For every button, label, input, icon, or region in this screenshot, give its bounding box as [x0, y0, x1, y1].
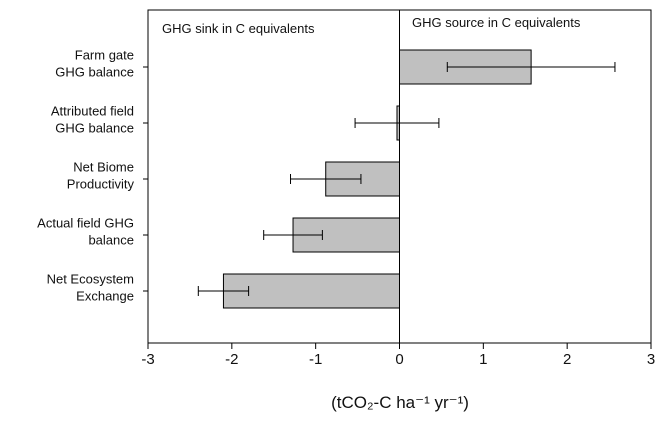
label-line: GHG balance	[55, 121, 134, 136]
label-line: Exchange	[76, 289, 134, 304]
x-tick-label: 3	[647, 351, 655, 368]
label-line: Net Ecosystem	[47, 272, 134, 287]
y-tick-label: Farm gate GHG balance	[55, 48, 134, 80]
y-tick-label: Net Biome Productivity	[67, 160, 135, 192]
x-tick-label: -1	[309, 351, 322, 368]
x-axis-label: (tCO₂-C ha⁻¹ yr⁻¹)	[331, 393, 469, 412]
annotation: GHG sink in C equivalents	[162, 21, 315, 36]
x-tick-label: -2	[225, 351, 238, 368]
label-line: Farm gate	[75, 48, 134, 63]
label-line: balance	[88, 233, 134, 248]
bar	[222, 273, 400, 309]
annotation: GHG source in C equivalents	[412, 15, 581, 30]
x-tick-label: -3	[141, 351, 154, 368]
x-tick-label: 0	[395, 351, 403, 368]
label-line: GHG balance	[55, 65, 134, 80]
y-tick-label: Attributed field GHG balance	[51, 104, 134, 136]
x-tick-label: 2	[563, 351, 571, 368]
label-line: Net Biome	[73, 160, 134, 175]
label-line: Actual field GHG	[37, 216, 134, 231]
label-line: Attributed field	[51, 104, 134, 119]
label-line: Productivity	[67, 177, 135, 192]
x-tick-label: 1	[479, 351, 487, 368]
y-tick-label: Actual field GHG balance	[37, 216, 134, 248]
y-tick-label: Net Ecosystem Exchange	[47, 272, 134, 304]
